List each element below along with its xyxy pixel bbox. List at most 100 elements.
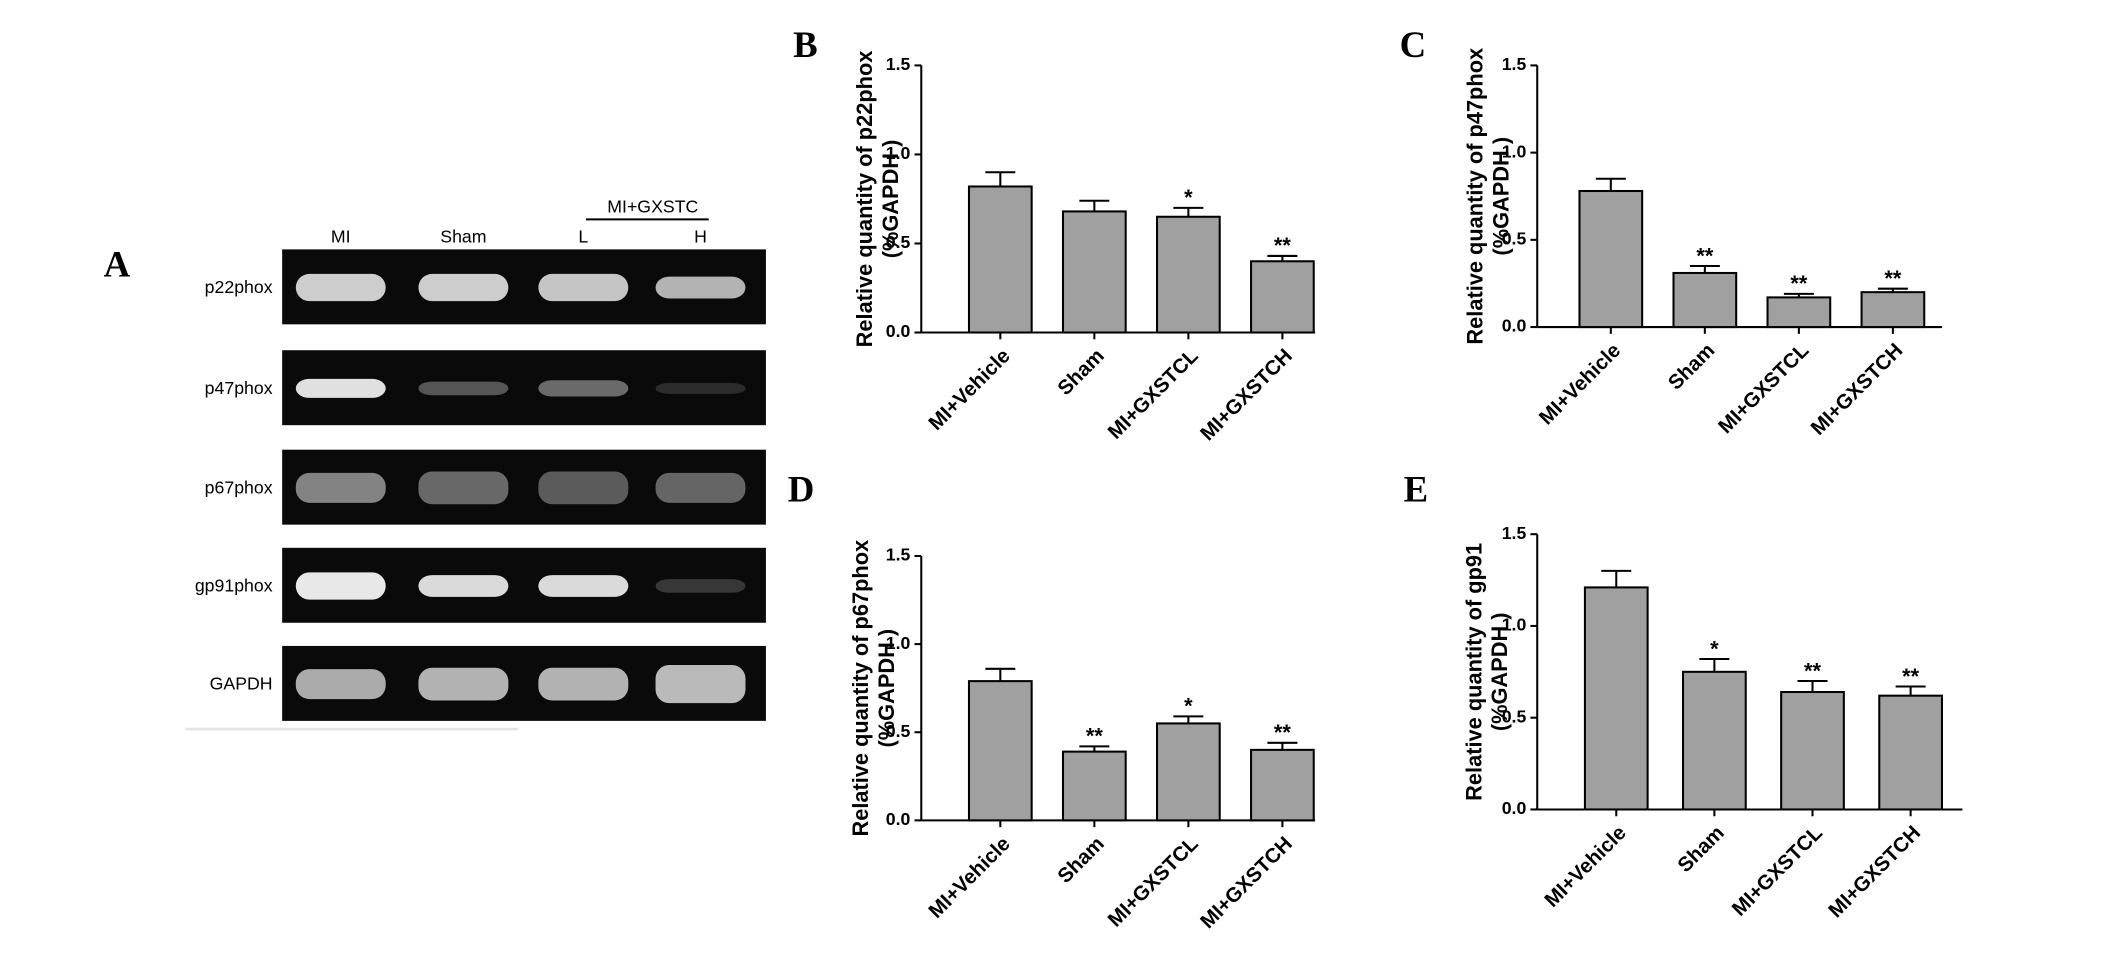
lane-label: Sham xyxy=(440,227,486,247)
y-axis-label: Relative quantity of p67phox xyxy=(848,540,873,837)
x-tick-label: MI+GXSTCH xyxy=(1824,821,1925,922)
row-label: p22phox xyxy=(205,277,273,297)
x-tick-label: MI+Vehicle xyxy=(1540,821,1631,912)
x-tick-label: Sham xyxy=(1664,339,1720,395)
band xyxy=(418,667,509,701)
y-tick-label: 1.0 xyxy=(1502,615,1527,635)
band xyxy=(655,579,746,593)
band xyxy=(538,380,629,397)
band xyxy=(655,382,746,394)
x-tick-label: MI+GXSTCL xyxy=(1103,832,1202,931)
band xyxy=(295,669,386,700)
x-tick-label: MI+GXSTCH xyxy=(1196,344,1297,445)
band xyxy=(418,273,509,302)
band xyxy=(538,471,629,505)
lane-label: H xyxy=(694,227,707,247)
band xyxy=(295,572,386,600)
y-tick-label: 1.5 xyxy=(886,545,911,565)
y-axis-label: (%GAPDH ) xyxy=(874,629,899,748)
significance: ** xyxy=(1274,720,1291,745)
row-label: gp91phox xyxy=(195,575,273,595)
bar xyxy=(1860,291,1926,329)
significance: ** xyxy=(1086,724,1103,749)
y-tick-label: 0.5 xyxy=(1502,229,1527,249)
x-tick-label: Sham xyxy=(1053,832,1109,888)
y-tick-label: 1.0 xyxy=(1502,141,1527,161)
x-tick-label: MI+GXSTCL xyxy=(1103,344,1202,443)
lane-label: L xyxy=(578,227,588,247)
significance: ** xyxy=(1804,658,1821,683)
bar xyxy=(1766,296,1832,329)
bar xyxy=(1578,189,1644,329)
band xyxy=(655,276,746,299)
x-tick-label: Sham xyxy=(1673,821,1729,877)
row-label: p67phox xyxy=(205,477,273,497)
x-tick-label: MI+Vehicle xyxy=(1535,339,1626,430)
lane-label: MI xyxy=(331,227,351,247)
significance: * xyxy=(1184,694,1193,719)
y-axis-label: Relative quantity of p22phox xyxy=(852,51,877,348)
significance: * xyxy=(1184,185,1193,210)
band xyxy=(655,472,746,503)
band xyxy=(295,273,386,302)
y-tick-label: 0.5 xyxy=(886,721,911,741)
bar xyxy=(1061,750,1127,822)
y-tick-label: 1.0 xyxy=(886,143,911,163)
panel-label: C xyxy=(1400,24,1427,65)
x-tick-label: MI+GXSTCH xyxy=(1806,339,1907,440)
bar xyxy=(1878,694,1943,811)
y-tick-label: 1.5 xyxy=(1502,54,1527,74)
significance: ** xyxy=(1884,266,1901,291)
significance: ** xyxy=(1902,664,1919,689)
y-tick-label: 0.0 xyxy=(1502,316,1527,336)
bar xyxy=(1250,748,1315,822)
x-tick-label: MI+GXSTCL xyxy=(1728,821,1827,920)
bar xyxy=(967,680,1033,822)
y-tick-label: 1.0 xyxy=(886,633,911,653)
panel-label: B xyxy=(793,24,818,65)
x-tick-label: MI+Vehicle xyxy=(924,832,1015,923)
significance: ** xyxy=(1696,243,1713,268)
band xyxy=(418,575,509,597)
bar xyxy=(1156,215,1221,334)
y-axis-label: Relative quantity of gp91 xyxy=(1461,543,1486,801)
y-tick-label: 0.0 xyxy=(886,809,911,829)
band xyxy=(418,381,509,396)
band xyxy=(295,378,386,398)
y-tick-label: 0.0 xyxy=(886,321,911,341)
y-axis-label: Relative quantity of p47phox xyxy=(1463,48,1488,345)
band xyxy=(538,575,629,597)
bar xyxy=(1061,210,1127,334)
significance: * xyxy=(1710,636,1719,661)
x-tick-label: MI+Vehicle xyxy=(924,344,1015,435)
y-axis-label: (%GAPDH ) xyxy=(1489,137,1514,256)
significance: ** xyxy=(1274,233,1291,258)
bar xyxy=(1583,586,1649,811)
bar-chart: E Relative quantity of gp91 (%GAPDH ) 0.0 0.… xyxy=(1404,468,1963,922)
panel-label: D xyxy=(788,468,815,509)
x-tick-label: MI+GXSTCL xyxy=(1714,339,1813,438)
bar xyxy=(1672,271,1738,329)
y-tick-label: 1.5 xyxy=(1502,523,1527,543)
y-tick-label: 0.5 xyxy=(1502,706,1527,726)
band xyxy=(295,472,386,503)
significance: ** xyxy=(1790,271,1807,296)
panel-label: E xyxy=(1404,468,1429,509)
row-label: GAPDH xyxy=(210,674,273,694)
y-tick-label: 1.5 xyxy=(886,54,911,74)
band xyxy=(418,471,509,505)
bar xyxy=(1156,722,1221,822)
bar xyxy=(1250,260,1315,334)
band xyxy=(655,665,746,704)
bar xyxy=(1780,690,1845,811)
band xyxy=(538,273,629,302)
row-label: p47phox xyxy=(205,378,273,398)
band xyxy=(538,667,629,701)
bar xyxy=(967,185,1033,334)
